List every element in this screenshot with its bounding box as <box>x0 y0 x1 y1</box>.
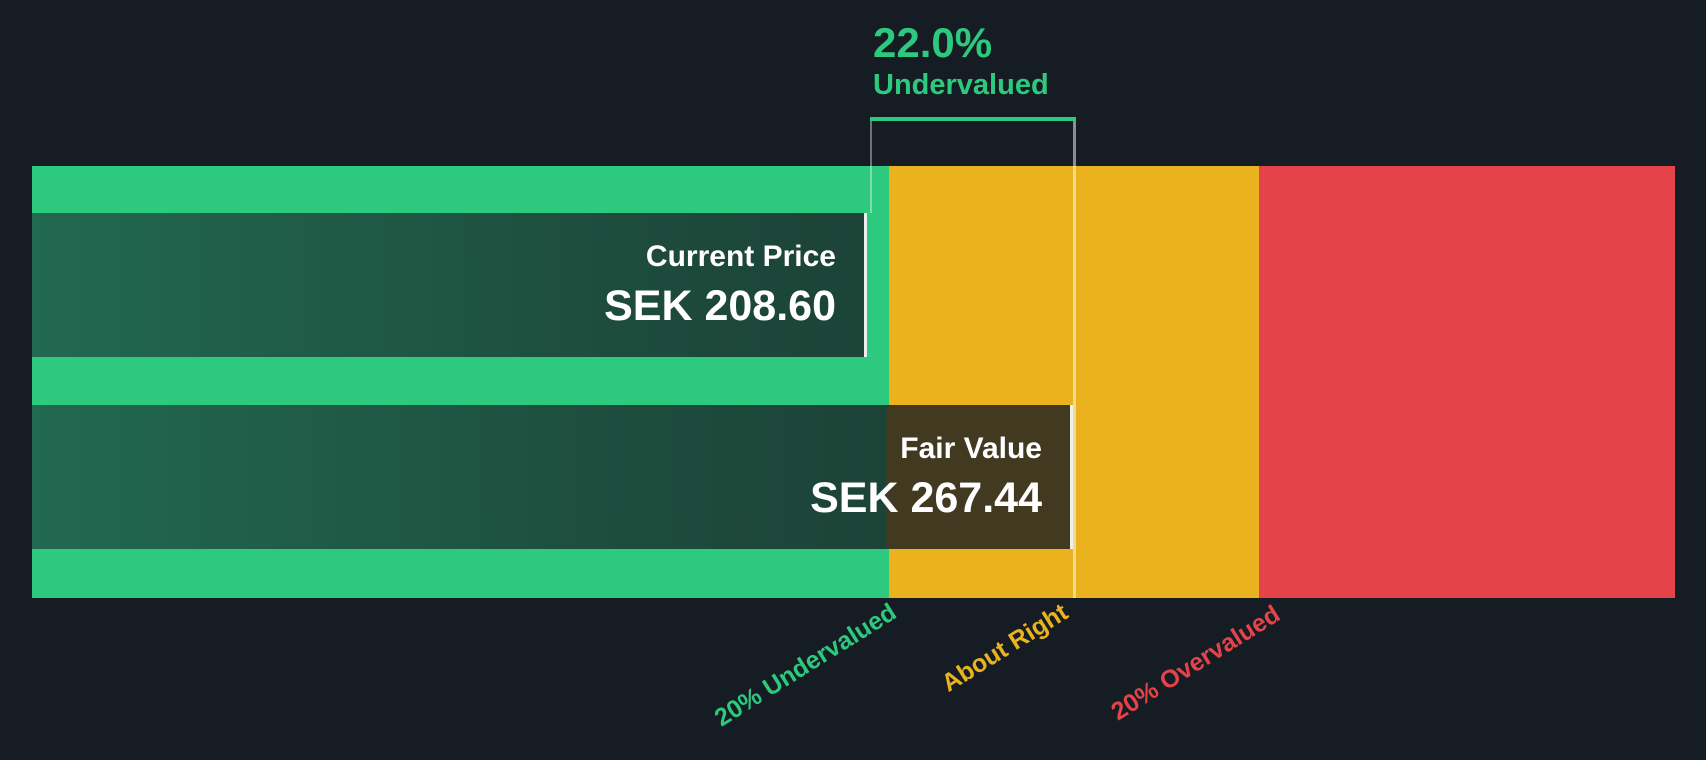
current-price-label: Current Price <box>645 240 836 273</box>
current-price-bar: Current Price SEK 208.60 <box>32 213 867 357</box>
zone-overvalued <box>1259 166 1675 598</box>
zone-label-overvalued: 20% Overvalued <box>1106 600 1285 727</box>
discount-percent: 22.0% <box>873 19 993 66</box>
fair-value-value: SEK 267.44 <box>810 474 1042 522</box>
fair-value-label: Fair Value <box>900 432 1042 465</box>
zone-label-about-right: About Right <box>936 598 1073 698</box>
zone-label-undervalued: 20% Undervalued <box>709 598 901 733</box>
bracket-left-line <box>870 121 872 213</box>
current-price-value: SEK 208.60 <box>604 282 836 330</box>
bracket-top-line <box>870 117 1076 121</box>
bracket-right-line <box>1073 121 1076 598</box>
discount-status-label: Undervalued <box>873 69 1049 101</box>
discount-callout: 22.0% Undervalued <box>873 18 1049 102</box>
fair-value-bar: Fair Value SEK 267.44 <box>32 405 1073 549</box>
